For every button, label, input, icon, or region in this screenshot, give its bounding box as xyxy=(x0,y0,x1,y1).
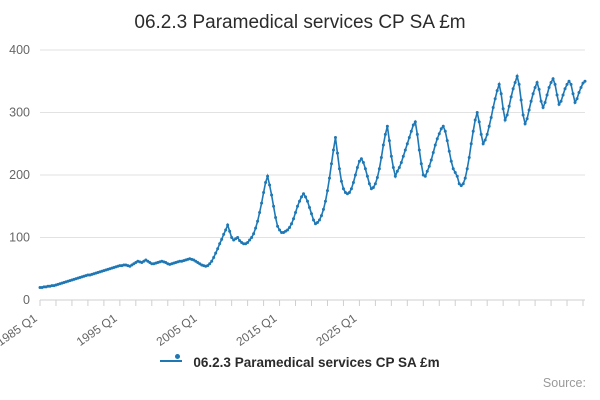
svg-text:200: 200 xyxy=(9,168,30,182)
svg-text:2025 Q1: 2025 Q1 xyxy=(313,311,359,349)
svg-text:2005 Q1: 2005 Q1 xyxy=(154,311,200,349)
legend-line-swatch xyxy=(160,360,182,362)
chart-title: 06.2.3 Paramedical services CP SA £m xyxy=(0,12,600,34)
y-axis-labels: 0 100 200 300 400 xyxy=(9,43,30,307)
svg-text:1995 Q1: 1995 Q1 xyxy=(74,311,120,349)
source-label: Source: xyxy=(543,376,586,390)
chart-container: 06.2.3 Paramedical services CP SA £m 0 10… xyxy=(0,0,600,400)
legend-label: 06.2.3 Paramedical services CP SA £m xyxy=(193,355,439,370)
svg-text:400: 400 xyxy=(9,43,30,57)
legend-dot-marker xyxy=(175,354,180,359)
plot-area: 0 100 200 300 400 1985 Q1 1995 Q1 2005 Q1 2015 … xyxy=(40,50,585,300)
svg-text:0: 0 xyxy=(23,293,30,307)
gridlines xyxy=(40,50,585,300)
legend: 06.2.3 Paramedical services CP SA £m xyxy=(0,355,600,370)
svg-text:1985 Q1: 1985 Q1 xyxy=(0,311,40,349)
x-axis-labels: 1985 Q1 1995 Q1 2005 Q1 2015 Q1 2025 Q1 xyxy=(0,311,359,349)
x-axis-ticks xyxy=(40,300,583,306)
svg-text:300: 300 xyxy=(9,106,30,120)
svg-text:2015 Q1: 2015 Q1 xyxy=(234,311,280,349)
svg-text:100: 100 xyxy=(9,231,30,245)
data-points[interactable] xyxy=(39,75,587,289)
